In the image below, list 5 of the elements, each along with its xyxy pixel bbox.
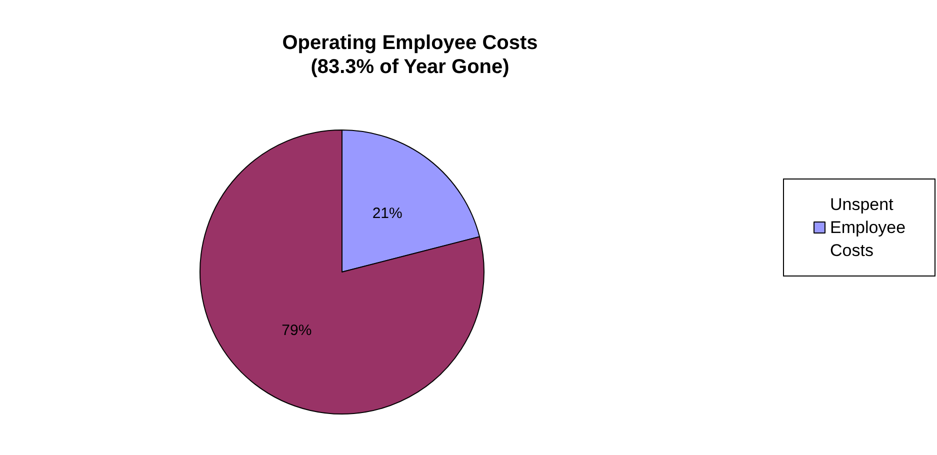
chart-subtitle: (83.3% of Year Gone) <box>310 56 510 78</box>
legend-label: Unspent Employee Costs <box>830 195 910 260</box>
data-label: 79% <box>282 322 312 339</box>
data-label: 21% <box>372 205 402 222</box>
chart-title: Operating Employee Costs <box>282 32 538 54</box>
